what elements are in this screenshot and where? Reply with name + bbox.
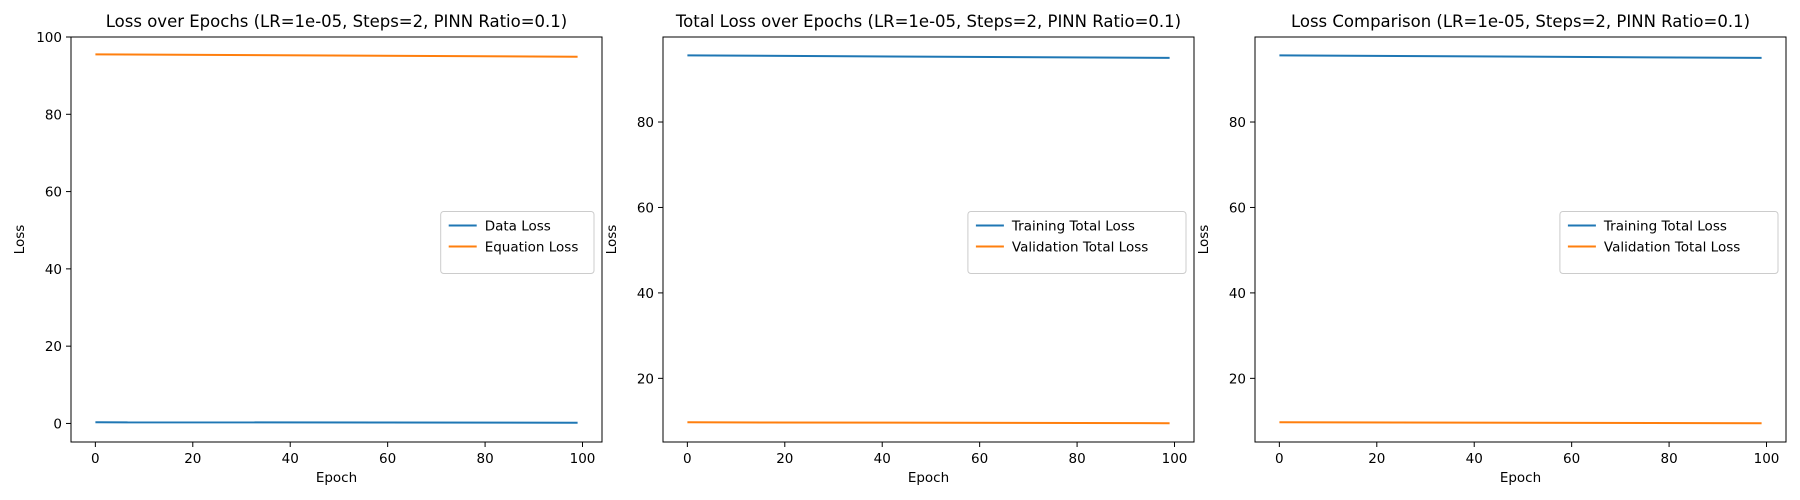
x-tick-label: 20 bbox=[776, 451, 793, 467]
legend: Data Loss Equation Loss bbox=[440, 211, 595, 274]
legend: Training Total Loss Validation Total Loss bbox=[967, 211, 1187, 274]
y-tick-label: 40 bbox=[1229, 286, 1246, 302]
x-tick-label: 80 bbox=[476, 451, 493, 467]
subplot-1: Loss over Epochs (LR=1e-05, Steps=2, PIN… bbox=[12, 12, 603, 486]
subplot-2: Total Loss over Epochs (LR=1e-05, Steps=… bbox=[604, 12, 1195, 486]
x-tick-label: 100 bbox=[1754, 451, 1780, 467]
legend-label-1: Data Loss bbox=[485, 219, 551, 235]
chart-title: Loss over Epochs (LR=1e-05, Steps=2, PIN… bbox=[106, 12, 567, 31]
x-tick-label: 40 bbox=[282, 451, 299, 467]
y-tick-label: 80 bbox=[45, 107, 62, 123]
y-tick-label: 40 bbox=[637, 286, 654, 302]
y-tick-label: 60 bbox=[45, 185, 62, 201]
legend-label-1: Training Total Loss bbox=[1603, 219, 1727, 235]
y-tick-label: 100 bbox=[36, 30, 62, 46]
y-tick-label: 80 bbox=[1229, 115, 1246, 131]
y-axis-label: Loss bbox=[12, 225, 28, 255]
legend-label-2: Equation Loss bbox=[485, 240, 579, 256]
legend-box bbox=[440, 211, 595, 274]
x-tick-label: 20 bbox=[184, 451, 201, 467]
x-axis-label: Epoch bbox=[1500, 470, 1541, 486]
chart-title: Total Loss over Epochs (LR=1e-05, Steps=… bbox=[675, 12, 1181, 31]
y-tick-label: 20 bbox=[45, 339, 62, 355]
x-tick-label: 0 bbox=[91, 451, 100, 467]
x-tick-label: 100 bbox=[570, 451, 596, 467]
legend-label-1: Training Total Loss bbox=[1011, 219, 1135, 235]
legend-label-2: Validation Total Loss bbox=[1604, 240, 1740, 256]
plot-frame bbox=[662, 36, 1195, 443]
series-line-2 bbox=[95, 53, 578, 58]
legend-box bbox=[1559, 211, 1779, 274]
plot-frame bbox=[1254, 36, 1787, 443]
x-tick-label: 0 bbox=[1275, 451, 1284, 467]
y-tick-label: 60 bbox=[637, 200, 654, 216]
x-tick-label: 40 bbox=[1466, 451, 1483, 467]
y-tick-label: 80 bbox=[637, 115, 654, 131]
x-tick-label: 80 bbox=[1068, 451, 1085, 467]
y-tick-label: 20 bbox=[1229, 371, 1246, 387]
series-line-1 bbox=[687, 54, 1170, 59]
y-tick-label: 40 bbox=[45, 262, 62, 278]
y-tick-label: 20 bbox=[637, 371, 654, 387]
x-tick-label: 60 bbox=[1563, 451, 1580, 467]
x-tick-label: 20 bbox=[1368, 451, 1385, 467]
series-line-1 bbox=[1279, 54, 1762, 59]
x-tick-label: 0 bbox=[683, 451, 692, 467]
subplot-3: Loss Comparison (LR=1e-05, Steps=2, PINN… bbox=[1196, 12, 1787, 486]
y-tick-label: 0 bbox=[53, 416, 62, 432]
x-tick-label: 40 bbox=[874, 451, 891, 467]
x-axis-label: Epoch bbox=[316, 470, 357, 486]
x-axis-label: Epoch bbox=[908, 470, 949, 486]
y-axis-label: Loss bbox=[1196, 225, 1212, 255]
plot-frame bbox=[70, 36, 603, 443]
x-tick-label: 80 bbox=[1660, 451, 1677, 467]
y-tick-label: 60 bbox=[1229, 200, 1246, 216]
chart-title: Loss Comparison (LR=1e-05, Steps=2, PINN… bbox=[1291, 12, 1750, 31]
legend: Training Total Loss Validation Total Loss bbox=[1559, 211, 1779, 274]
series-line-2 bbox=[687, 421, 1170, 425]
x-tick-label: 60 bbox=[971, 451, 988, 467]
legend-label-2: Validation Total Loss bbox=[1012, 240, 1148, 256]
legend-box bbox=[967, 211, 1187, 274]
x-tick-label: 100 bbox=[1162, 451, 1188, 467]
y-axis-label: Loss bbox=[604, 225, 620, 255]
x-tick-label: 60 bbox=[379, 451, 396, 467]
series-line-2 bbox=[1279, 421, 1762, 425]
